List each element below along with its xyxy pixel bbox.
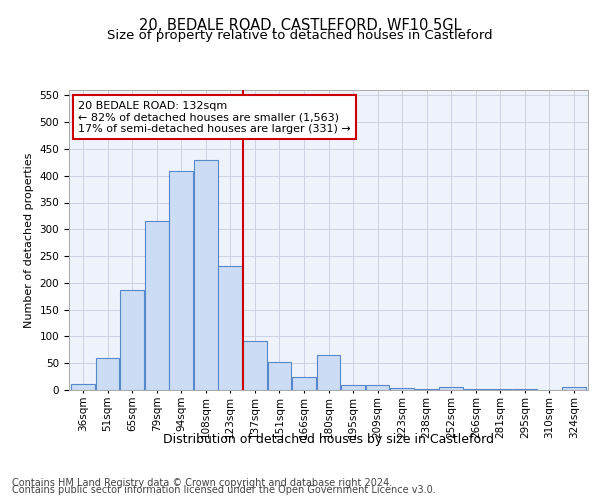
Bar [96, 358, 119, 390]
Bar [292, 376, 316, 390]
Bar [366, 385, 389, 390]
Bar [120, 290, 144, 390]
Text: 20 BEDALE ROAD: 132sqm
← 82% of detached houses are smaller (1,563)
17% of semi-: 20 BEDALE ROAD: 132sqm ← 82% of detached… [78, 100, 351, 134]
Bar [243, 340, 266, 390]
Text: Contains HM Land Registry data © Crown copyright and database right 2024.: Contains HM Land Registry data © Crown c… [12, 478, 392, 488]
Bar [562, 388, 586, 390]
Bar [268, 362, 291, 390]
Y-axis label: Number of detached properties: Number of detached properties [24, 152, 34, 328]
Bar [439, 388, 463, 390]
Bar [71, 384, 95, 390]
Bar [218, 266, 242, 390]
Text: Size of property relative to detached houses in Castleford: Size of property relative to detached ho… [107, 29, 493, 42]
Bar [341, 384, 365, 390]
Text: Distribution of detached houses by size in Castleford: Distribution of detached houses by size … [163, 432, 494, 446]
Bar [145, 221, 169, 390]
Text: 20, BEDALE ROAD, CASTLEFORD, WF10 5GL: 20, BEDALE ROAD, CASTLEFORD, WF10 5GL [139, 18, 461, 32]
Bar [194, 160, 218, 390]
Bar [317, 355, 340, 390]
Text: Contains public sector information licensed under the Open Government Licence v3: Contains public sector information licen… [12, 485, 436, 495]
Bar [169, 172, 193, 390]
Bar [391, 388, 414, 390]
Bar [415, 389, 439, 390]
Bar [464, 389, 488, 390]
